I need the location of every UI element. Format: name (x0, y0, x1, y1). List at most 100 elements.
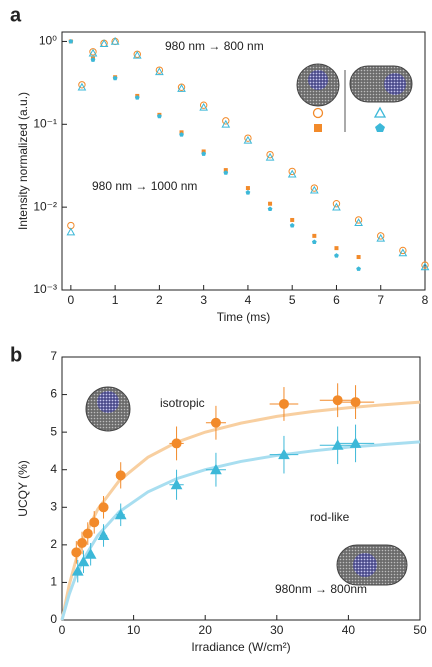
x-tick-label: 50 (413, 623, 427, 637)
marker (115, 470, 126, 481)
panel-label: a (10, 4, 22, 26)
x-tick-label: 30 (270, 623, 284, 637)
marker (332, 202, 341, 211)
marker (334, 253, 339, 258)
marker (221, 119, 231, 128)
series-label: rod-like (310, 510, 350, 524)
marker (354, 216, 363, 224)
marker (421, 261, 429, 269)
marker (155, 67, 164, 76)
y-tick-label: 4 (50, 462, 57, 476)
marker (210, 417, 221, 428)
marker (71, 547, 82, 558)
marker (267, 206, 273, 212)
y-tick-label: 10⁻² (33, 199, 57, 213)
marker (110, 36, 120, 45)
marker (245, 186, 250, 191)
x-tick-label: 1 (112, 293, 119, 307)
marker (266, 150, 274, 159)
marker (245, 190, 251, 195)
x-tick-label: 2 (156, 293, 163, 307)
marker (77, 82, 87, 91)
marker (356, 266, 361, 271)
marker (157, 113, 162, 119)
y-tick-label: 1 (50, 575, 57, 589)
y-tick-label: 10⁻³ (33, 282, 57, 296)
y-tick-label: 0 (50, 612, 57, 626)
marker (199, 102, 209, 111)
marker (98, 502, 109, 513)
plot-frame (61, 356, 421, 621)
marker (332, 200, 341, 208)
marker (201, 151, 207, 156)
x-tick-label: 5 (289, 293, 296, 307)
marker (223, 170, 229, 175)
marker (132, 50, 142, 59)
marker (354, 218, 363, 226)
marker (77, 555, 90, 567)
marker (97, 529, 110, 540)
marker (84, 548, 97, 559)
x-tick-label: 8 (422, 293, 429, 307)
marker (278, 448, 290, 460)
marker (243, 135, 253, 144)
marker (171, 438, 182, 449)
marker (112, 75, 118, 81)
marker (268, 201, 273, 206)
marker (68, 38, 74, 44)
marker (222, 117, 230, 125)
y-axis-label: Intensity normalized (a.u.) (16, 92, 30, 230)
x-tick-label: 3 (200, 293, 207, 307)
plot-frame (61, 31, 426, 291)
marker (278, 398, 289, 409)
x-tick-label: 0 (59, 623, 66, 637)
marker (71, 565, 84, 576)
marker (289, 223, 295, 228)
y-axis-label: UCQY (%) (16, 460, 30, 516)
marker (288, 167, 296, 176)
marker (223, 168, 228, 173)
x-axis-label: Time (ms) (217, 310, 271, 324)
marker (244, 134, 252, 142)
marker (88, 48, 98, 57)
marker (310, 184, 319, 192)
x-tick-label: 10 (127, 623, 141, 637)
y-tick-label: 10⁰ (39, 34, 57, 48)
panel-label: b (10, 344, 22, 366)
marker (350, 397, 361, 408)
marker (377, 232, 385, 240)
y-tick-label: 2 (50, 537, 57, 551)
y-tick-label: 5 (50, 424, 57, 438)
icons (85, 386, 408, 586)
inset (296, 63, 413, 132)
marker (89, 48, 97, 56)
marker (77, 537, 88, 548)
x-axis-label: Irradiance (W/cm²) (191, 640, 290, 654)
x-tick-label: 20 (199, 623, 213, 637)
y-tick-label: 3 (50, 499, 57, 513)
marker (89, 517, 100, 528)
marker (82, 528, 93, 539)
marker (398, 248, 408, 257)
marker (349, 437, 362, 448)
marker (311, 239, 317, 244)
marker (170, 478, 183, 490)
x-tick-label: 4 (245, 293, 252, 307)
x-tick-label: 7 (377, 293, 384, 307)
marker (99, 39, 109, 47)
marker (287, 169, 297, 178)
marker (334, 246, 339, 251)
marker (66, 227, 76, 236)
marker (78, 81, 86, 89)
marker (210, 463, 222, 475)
marker (356, 255, 361, 260)
marker (309, 185, 319, 194)
y-tick-label: 10⁻¹ (33, 116, 57, 130)
annotation: 980nm → 800nm (275, 582, 367, 596)
annotation: 980 nm → 1000 nm (92, 179, 197, 193)
marker (332, 395, 343, 406)
marker (134, 95, 140, 100)
series-label: isotropic (160, 396, 205, 410)
